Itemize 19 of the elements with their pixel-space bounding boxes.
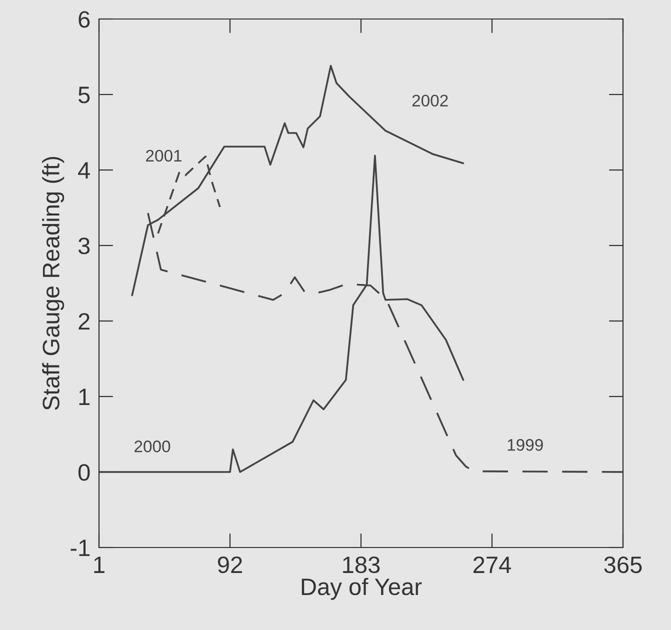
y-tick-label: 6 — [78, 11, 90, 28]
series-label: 2000 — [134, 440, 170, 452]
series-label: 2001 — [146, 150, 182, 162]
series-label: 1999 — [508, 439, 543, 451]
x-tick-label: 365 — [604, 556, 642, 574]
text: 2002 — [412, 94, 448, 107]
x-tick-label: 274 — [473, 556, 512, 573]
x-tick-label: 92 — [218, 556, 242, 574]
y-tick-label: 2 — [78, 313, 90, 330]
x-tick-label: 183 — [343, 556, 380, 574]
y-tick-label: 0 — [78, 464, 90, 481]
y-tick-label: 4 — [78, 162, 90, 179]
x-tick-label: 1 — [94, 556, 104, 573]
y-tick-label: 5 — [78, 86, 90, 104]
y-tick-label: 3 — [78, 238, 90, 254]
y-axis-title: Staff Gauge Reading (ft) — [42, 156, 64, 410]
y-tick-label: -1 — [70, 540, 90, 556]
y-tick-label: 1 — [79, 388, 90, 406]
x-axis-title: Day of Year — [302, 578, 422, 600]
